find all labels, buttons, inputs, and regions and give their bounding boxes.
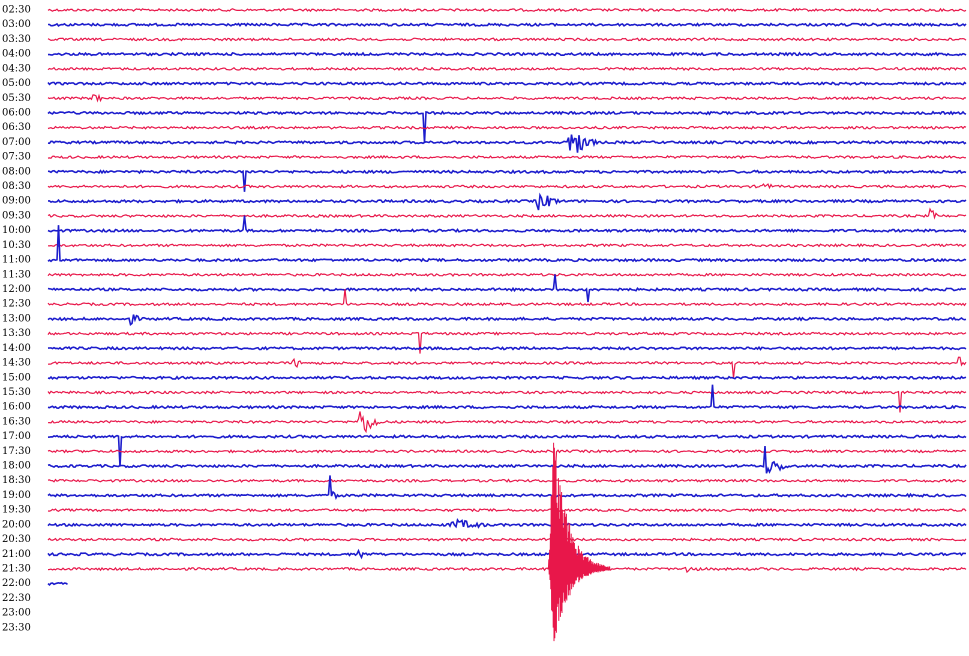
quake-trace [547,442,611,642]
time-label: 09:00 [2,196,31,207]
trace [47,243,967,248]
time-label: 11:00 [2,255,31,266]
time-label: 13:00 [2,313,31,324]
trace [47,390,967,413]
trace [47,345,967,351]
time-label: 06:30 [2,122,31,133]
trace [47,125,967,130]
time-label: 23:30 [2,622,31,633]
trace [47,433,967,467]
trace [47,507,967,513]
time-label: 10:00 [2,225,31,236]
trace [47,566,967,574]
trace [47,548,967,560]
time-label: 15:00 [2,372,31,383]
time-label: 22:30 [2,593,31,604]
trace [48,192,967,211]
time-label: 14:30 [2,358,31,369]
time-label: 21:00 [2,549,31,560]
trace [47,215,967,234]
time-label: 09:30 [2,210,31,221]
time-label: 16:30 [2,416,31,427]
time-label: 02:30 [2,5,31,16]
time-label: 04:00 [2,49,31,60]
time-label: 21:30 [2,563,31,574]
time-label: 07:00 [2,137,31,148]
time-label: 05:00 [2,78,31,89]
trace [47,356,967,379]
time-label: 17:30 [2,446,31,457]
trace [47,66,967,71]
trace [47,207,967,220]
time-label: 08:00 [2,166,31,177]
time-label: 03:00 [2,19,31,30]
trace [47,449,967,477]
trace [47,183,967,190]
trace [47,169,967,192]
time-label: 11:30 [2,269,31,280]
trace [47,225,967,263]
trace [47,289,967,307]
trace [47,37,967,42]
time-label: 07:30 [2,152,31,163]
trace [47,384,967,410]
trace [47,375,967,381]
trace [48,22,967,28]
time-label: 14:00 [2,343,31,354]
trace [47,445,967,474]
time-label: 19:00 [2,490,31,501]
time-label: 15:30 [2,387,31,398]
time-label: 17:00 [2,431,31,442]
time-label: 19:30 [2,505,31,516]
trace [47,517,967,529]
trace [47,475,967,500]
time-label: 18:30 [2,475,31,486]
trace [47,537,967,542]
time-label: 20:30 [2,534,31,545]
time-label: 23:00 [2,608,31,619]
time-label: 16:00 [2,402,31,413]
trace [47,51,967,57]
trace [47,110,967,144]
trace [47,274,967,303]
time-label: 08:30 [2,181,31,192]
trace [47,331,967,354]
trace [47,93,967,103]
time-label: 12:30 [2,299,31,310]
time-label: 10:30 [2,240,31,251]
time-label: 18:00 [2,461,31,472]
trace [47,81,967,86]
trace [47,411,967,434]
trace [47,7,967,13]
time-label: 20:00 [2,519,31,530]
trace [47,581,68,587]
time-label: 04:30 [2,63,31,74]
trace [47,154,967,160]
time-label: 06:00 [2,107,31,118]
time-label: 05:30 [2,93,31,104]
time-label: 13:30 [2,328,31,339]
trace [47,478,967,483]
time-label: 03:30 [2,34,31,45]
time-label: 12:00 [2,284,31,295]
trace [47,134,967,153]
trace [47,272,967,277]
time-label: 22:00 [2,578,31,589]
trace [47,314,967,327]
